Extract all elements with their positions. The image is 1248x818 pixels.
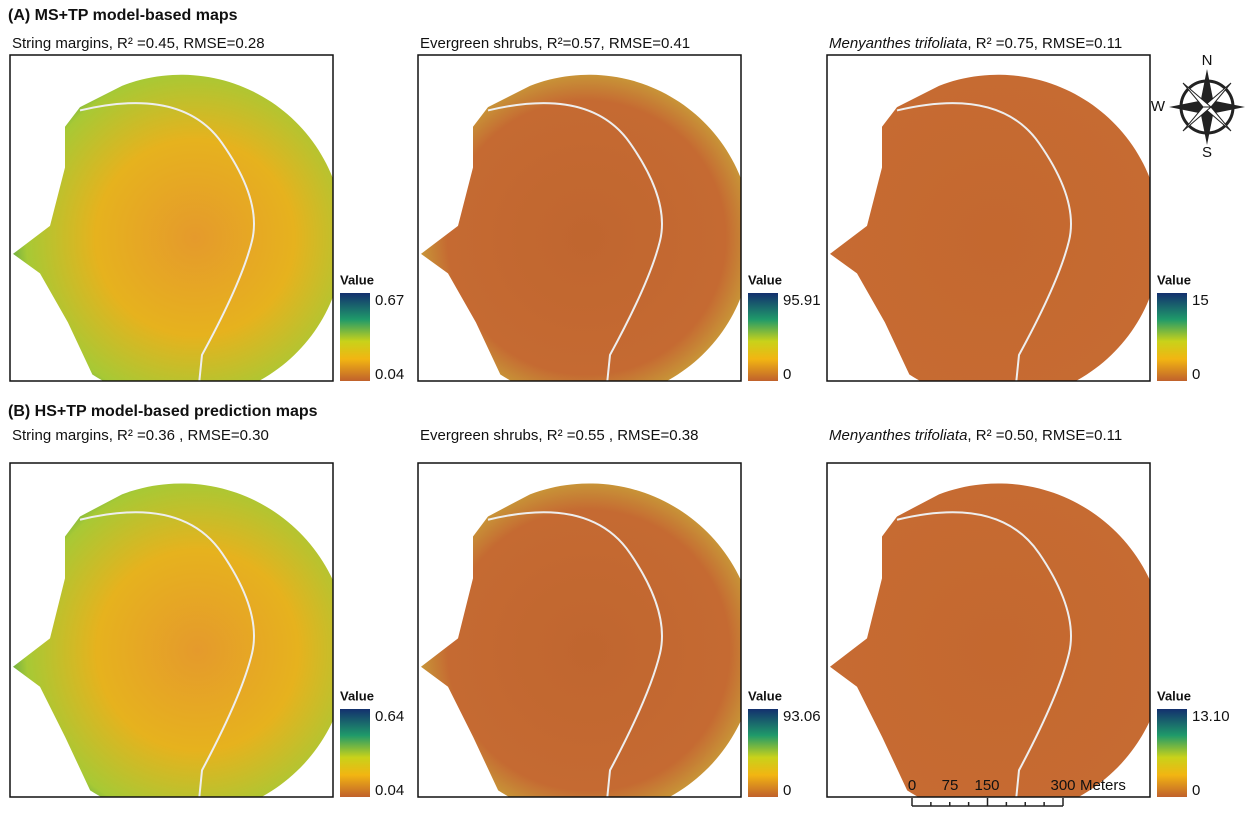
map <box>13 483 333 797</box>
study-area <box>830 483 1150 797</box>
panel-title: Menyanthes trifoliata, R² =0.75, RMSE=0.… <box>829 35 1122 52</box>
compass-point <box>1169 99 1207 115</box>
legend-max: 15 <box>1192 292 1209 309</box>
fit-stats: , R² =0.45, RMSE=0.28 <box>109 35 265 52</box>
section-title: (B) HS+TP model-based prediction maps <box>8 403 318 420</box>
panel-title: String margins, R² =0.45, RMSE=0.28 <box>12 35 265 52</box>
colorbar <box>1157 709 1187 797</box>
map <box>421 74 741 381</box>
colorbar <box>340 293 370 381</box>
map <box>830 74 1150 381</box>
species-name: Evergreen shrubs <box>420 35 538 52</box>
scale-label: 75 <box>942 777 959 794</box>
colorbar <box>748 709 778 797</box>
legend-title: Value <box>1157 272 1191 287</box>
colorbar <box>1157 293 1187 381</box>
map <box>13 74 333 381</box>
legend-title: Value <box>340 272 374 287</box>
map-frame <box>9 54 334 382</box>
panel-title: Evergreen shrubs, R² =0.55 , RMSE=0.38 <box>420 427 698 444</box>
stream <box>896 511 1072 797</box>
legend-min: 0 <box>1192 782 1200 799</box>
compass-s: S <box>1202 144 1212 161</box>
stream <box>79 511 255 797</box>
legend-max: 0.67 <box>375 292 404 309</box>
stream <box>487 511 663 797</box>
study-area <box>830 74 1150 381</box>
fit-stats: , R² =0.50, RMSE=0.11 <box>967 427 1122 444</box>
legend-max: 93.06 <box>783 708 821 725</box>
fit-stats: , R² =0.55 , RMSE=0.38 <box>538 427 698 444</box>
map-frame <box>417 462 742 798</box>
legend-max: 0.64 <box>375 708 404 725</box>
map <box>830 483 1150 797</box>
section-title: (A) MS+TP model-based maps <box>8 7 238 24</box>
compass-point <box>1182 82 1213 108</box>
study-area <box>13 483 333 797</box>
legend-title: Value <box>1157 688 1191 703</box>
stream <box>487 102 663 381</box>
species-name: String margins <box>12 35 109 52</box>
compass-point <box>1199 107 1215 145</box>
fit-stats: , R² =0.75, RMSE=0.11 <box>967 35 1122 52</box>
compass-point <box>1199 69 1215 107</box>
scale-label: 300 <box>1050 777 1075 794</box>
species-name: Menyanthes trifoliata <box>829 427 967 444</box>
study-area <box>421 74 741 381</box>
legend-min: 0.04 <box>375 366 404 383</box>
fit-stats: , R²=0.57, RMSE=0.41 <box>538 35 690 52</box>
stream <box>896 102 1072 381</box>
species-name: String margins <box>12 427 109 444</box>
scale-unit: Meters <box>1080 777 1126 794</box>
study-area <box>421 483 741 797</box>
legend-min: 0 <box>1192 366 1200 383</box>
map-frame <box>417 54 742 382</box>
panel-title: Menyanthes trifoliata, R² =0.50, RMSE=0.… <box>829 427 1122 444</box>
legend-min: 0 <box>783 782 791 799</box>
species-name: Menyanthes trifoliata <box>829 35 967 52</box>
scale-label: 150 <box>974 777 999 794</box>
legend-min: 0.04 <box>375 782 404 799</box>
study-area <box>13 74 333 381</box>
scale-label: 0 <box>908 777 916 794</box>
fit-stats: , R² =0.36 , RMSE=0.30 <box>109 427 269 444</box>
stream <box>79 102 255 381</box>
panel-title: Evergreen shrubs, R²=0.57, RMSE=0.41 <box>420 35 690 52</box>
legend-min: 0 <box>783 366 791 383</box>
map-frame <box>826 462 1151 798</box>
map <box>421 483 741 797</box>
map-frame <box>9 462 334 798</box>
colorbar <box>340 709 370 797</box>
legend-max: 95.91 <box>783 292 821 309</box>
compass-point <box>1207 99 1245 115</box>
colorbar <box>748 293 778 381</box>
panel-title: String margins, R² =0.36 , RMSE=0.30 <box>12 427 269 444</box>
legend-title: Value <box>748 272 782 287</box>
compass-n: N <box>1202 52 1213 69</box>
legend-max: 13.10 <box>1192 708 1230 725</box>
map-frame <box>826 54 1151 382</box>
compass-w: W <box>1151 98 1166 115</box>
legend-title: Value <box>340 688 374 703</box>
legend-title: Value <box>748 688 782 703</box>
species-name: Evergreen shrubs <box>420 427 538 444</box>
